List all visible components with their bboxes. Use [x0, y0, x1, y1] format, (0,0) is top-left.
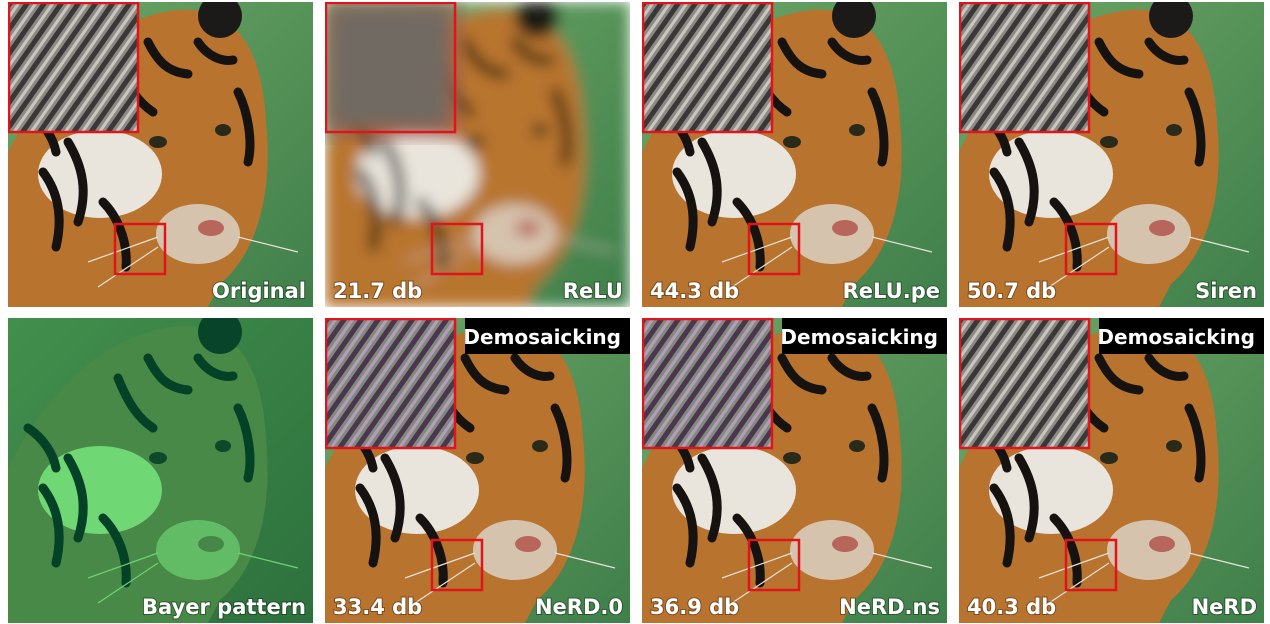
image-panel: 44.3 db ReLU.pe — [642, 0, 947, 307]
image-panel: Demosaicking 33.4 db NeRD.0 — [325, 310, 630, 623]
zoom-inset — [326, 3, 455, 132]
method-label: Siren — [1195, 279, 1257, 303]
method-label: ReLU.pe — [843, 279, 940, 303]
method-label: NeRD.0 — [535, 595, 623, 619]
badge-text: Demosaicking — [463, 325, 621, 349]
zoom-inset — [960, 3, 1089, 132]
image-panel: Bayer pattern — [8, 310, 313, 623]
image-panel: 50.7 db Siren — [959, 0, 1264, 307]
zoom-inset — [960, 319, 1089, 448]
badge-text: Demosaicking — [1097, 325, 1255, 349]
method-label: Bayer pattern — [142, 595, 306, 619]
image-panel: Original — [8, 0, 313, 307]
zoom-inset — [9, 3, 138, 132]
image-panel: 21.7 db ReLU — [325, 0, 630, 307]
psnr-score: 50.7 db — [967, 279, 1056, 303]
psnr-score: 36.9 db — [650, 595, 739, 619]
zoom-inset — [326, 319, 455, 448]
zoom-inset — [643, 319, 772, 448]
tiger-image — [8, 310, 313, 623]
psnr-score: 44.3 db — [650, 279, 739, 303]
method-label: ReLU — [563, 279, 623, 303]
zoom-inset — [643, 3, 772, 132]
image-panel: Demosaicking 40.3 db NeRD — [959, 310, 1264, 623]
method-label: NeRD.ns — [839, 595, 940, 619]
psnr-score: 21.7 db — [333, 279, 422, 303]
method-label: NeRD — [1192, 595, 1257, 619]
method-label: Original — [212, 279, 306, 303]
psnr-score: 40.3 db — [967, 595, 1056, 619]
badge-text: Demosaicking — [780, 325, 938, 349]
psnr-score: 33.4 db — [333, 595, 422, 619]
figure: Original 21.7 db ReLU 44.3 db ReLU.pe 50.7 db… — [0, 0, 1270, 624]
image-panel: Demosaicking 36.9 db NeRD.ns — [642, 310, 947, 623]
